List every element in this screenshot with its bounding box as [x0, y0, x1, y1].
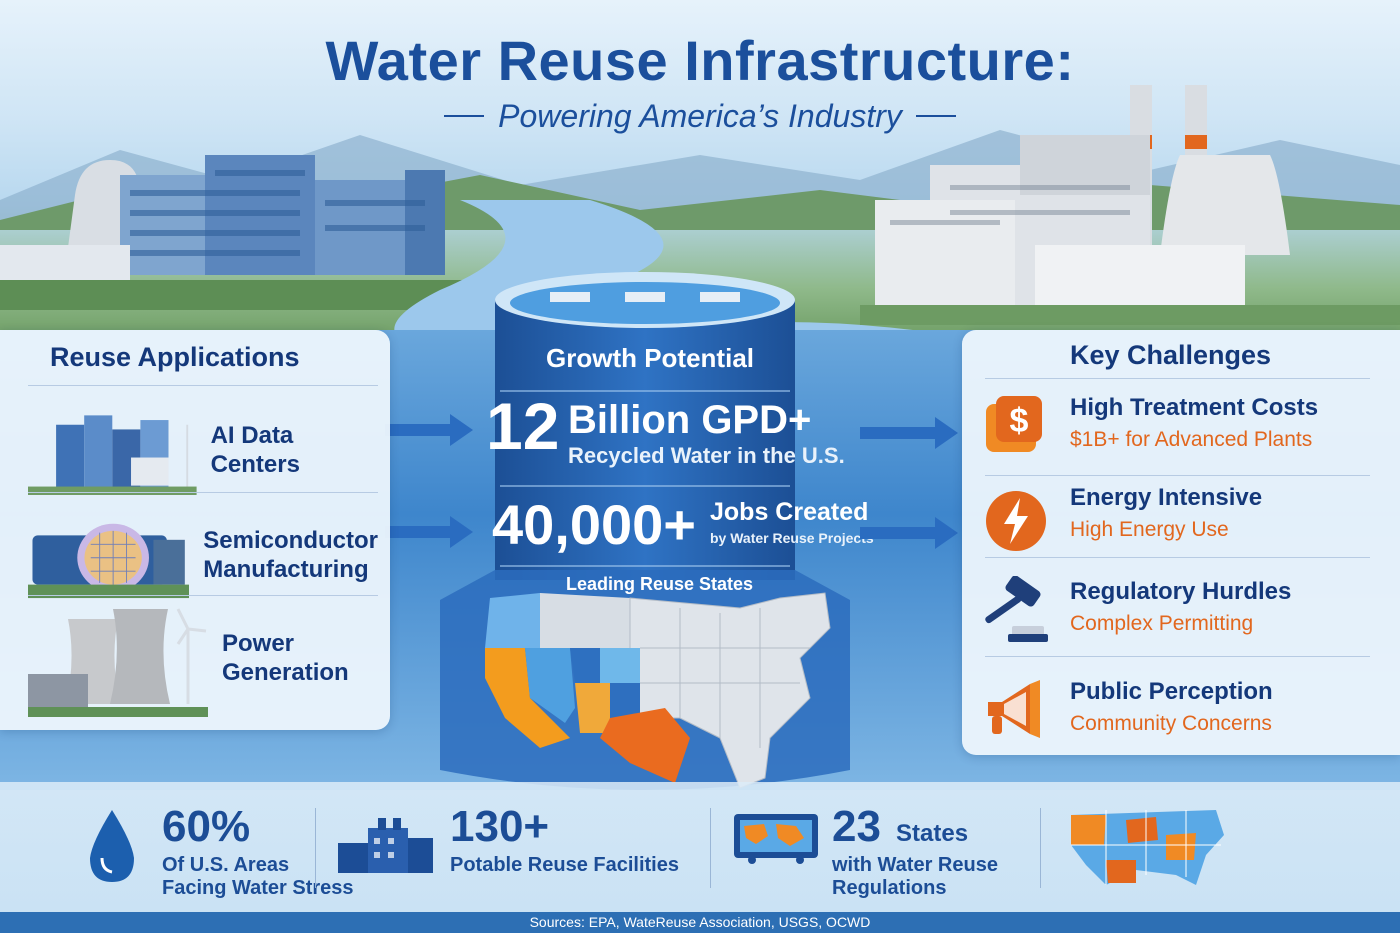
- application-label-line1: Power: [222, 630, 295, 657]
- challenge-title: Regulatory Hurdles: [1070, 578, 1292, 605]
- application-label-group: Power Generation: [222, 629, 349, 687]
- megaphone-icon: [988, 680, 1040, 738]
- gavel-icon: [985, 576, 1048, 642]
- water-stress-line1: Of U.S. Areas: [162, 854, 290, 876]
- water-stress-number: 60%: [162, 802, 251, 851]
- challenge-detail: Community Concerns: [1070, 712, 1272, 735]
- challenge-treatment-costs: $ High Treatment Costs $1B+ for Advanced…: [970, 382, 1390, 477]
- challenge-text: Public Perception Community Concerns: [1070, 678, 1273, 736]
- jobs-number: 40,000+: [492, 493, 696, 556]
- dollar-icon: $: [986, 396, 1042, 452]
- challenge-public-perception: Public Perception Community Concerns: [970, 666, 1390, 761]
- jobs-caption: by Water Reuse Projects: [710, 530, 874, 546]
- potable-facilities-number: 130+: [450, 802, 550, 851]
- application-label-line1: Semiconductor: [203, 527, 378, 554]
- recycled-water-number: 12: [486, 389, 560, 463]
- subtitle-rule-left: [444, 115, 485, 117]
- sources-footer: Sources: EPA, WateReuse Association, USG…: [0, 912, 1400, 933]
- potable-facilities-line1: Potable Reuse Facilities: [450, 854, 679, 876]
- jobs-unit: Jobs Created: [710, 498, 869, 526]
- application-label-group: Semiconductor Manufacturing: [203, 526, 378, 584]
- panel-divider: [28, 595, 378, 596]
- recycled-water-unit: Billion GPD+: [568, 398, 812, 442]
- challenge-text: High Treatment Costs $1B+ for Advanced P…: [1070, 394, 1318, 452]
- application-label-line2: Manufacturing: [203, 556, 369, 583]
- states-line1: with Water Reuse: [832, 854, 998, 876]
- key-challenges-heading: Key Challenges: [1070, 340, 1272, 370]
- panel-divider: [985, 557, 1370, 558]
- semiconductor-fab-icon: [28, 523, 190, 598]
- page-subtitle: Powering America’s Industry: [498, 97, 902, 134]
- application-ai-data-centers: AI Data Centers: [28, 390, 378, 510]
- states-number: 23: [832, 802, 881, 851]
- reuse-applications-heading: Reuse Applications: [50, 342, 300, 372]
- arrow-right-icon: [860, 517, 958, 549]
- panel-divider: [28, 492, 378, 493]
- page-title: Water Reuse Infrastructure:: [325, 29, 1075, 92]
- panel-divider: [28, 385, 378, 386]
- lightning-icon: [986, 491, 1046, 551]
- water-stress-line2: Facing Water Stress: [162, 877, 354, 899]
- data-center-icon: [28, 414, 197, 495]
- challenge-energy-intensive: Energy Intensive High Energy Use: [970, 478, 1390, 573]
- growth-potential-heading: Growth Potential: [546, 343, 754, 373]
- challenge-title: Public Perception: [1070, 678, 1273, 705]
- panel-divider: [985, 378, 1370, 379]
- stat-divider: [1040, 808, 1041, 888]
- stat-divider: [710, 808, 711, 888]
- subtitle-rule-right: [915, 115, 956, 117]
- states-suffix: States: [896, 820, 969, 847]
- reuse-applications-panel: [0, 330, 390, 730]
- us-regulation-map-icon: [1071, 810, 1224, 885]
- challenge-detail: $1B+ for Advanced Plants: [1070, 428, 1313, 451]
- arrow-right-icon: [385, 414, 473, 446]
- panel-divider: [985, 656, 1370, 657]
- challenge-text: Regulatory Hurdles Complex Permitting: [1070, 578, 1291, 636]
- arrow-right-icon: [385, 516, 473, 548]
- page-subtitle-row: Powering America’s Industry: [400, 96, 1000, 136]
- us-reuse-map: [485, 592, 831, 789]
- application-semiconductor: Semiconductor Manufacturing: [28, 495, 378, 615]
- application-label: AI Data Centers: [210, 422, 300, 478]
- application-label-line2: Generation: [222, 659, 349, 686]
- power-plant-illustration: [860, 85, 1400, 325]
- data-center-campus-illustration: [0, 155, 490, 310]
- challenge-title: High Treatment Costs: [1070, 394, 1319, 421]
- svg-text:$: $: [1010, 402, 1029, 440]
- challenge-text: Energy Intensive High Energy Use: [1070, 484, 1262, 542]
- stat-divider: [315, 808, 316, 888]
- challenge-detail: Complex Permitting: [1070, 612, 1254, 635]
- recycled-water-caption: Recycled Water in the U.S.: [568, 443, 845, 468]
- states-line2: Regulations: [832, 877, 947, 899]
- challenge-regulatory: Regulatory Hurdles Complex Permitting: [970, 568, 1390, 663]
- challenge-detail: High Energy Use: [1070, 518, 1229, 541]
- power-plant-icon: [28, 608, 208, 717]
- panel-divider: [985, 475, 1370, 476]
- leading-states-label: Leading Reuse States: [566, 574, 754, 594]
- arrow-right-icon: [860, 417, 958, 449]
- application-power-generation: Power Generation: [28, 598, 378, 718]
- water-drop-icon: [90, 810, 134, 882]
- challenge-title: Energy Intensive: [1070, 484, 1263, 511]
- world-map-icon: [734, 814, 818, 864]
- facility-icon: [338, 818, 433, 873]
